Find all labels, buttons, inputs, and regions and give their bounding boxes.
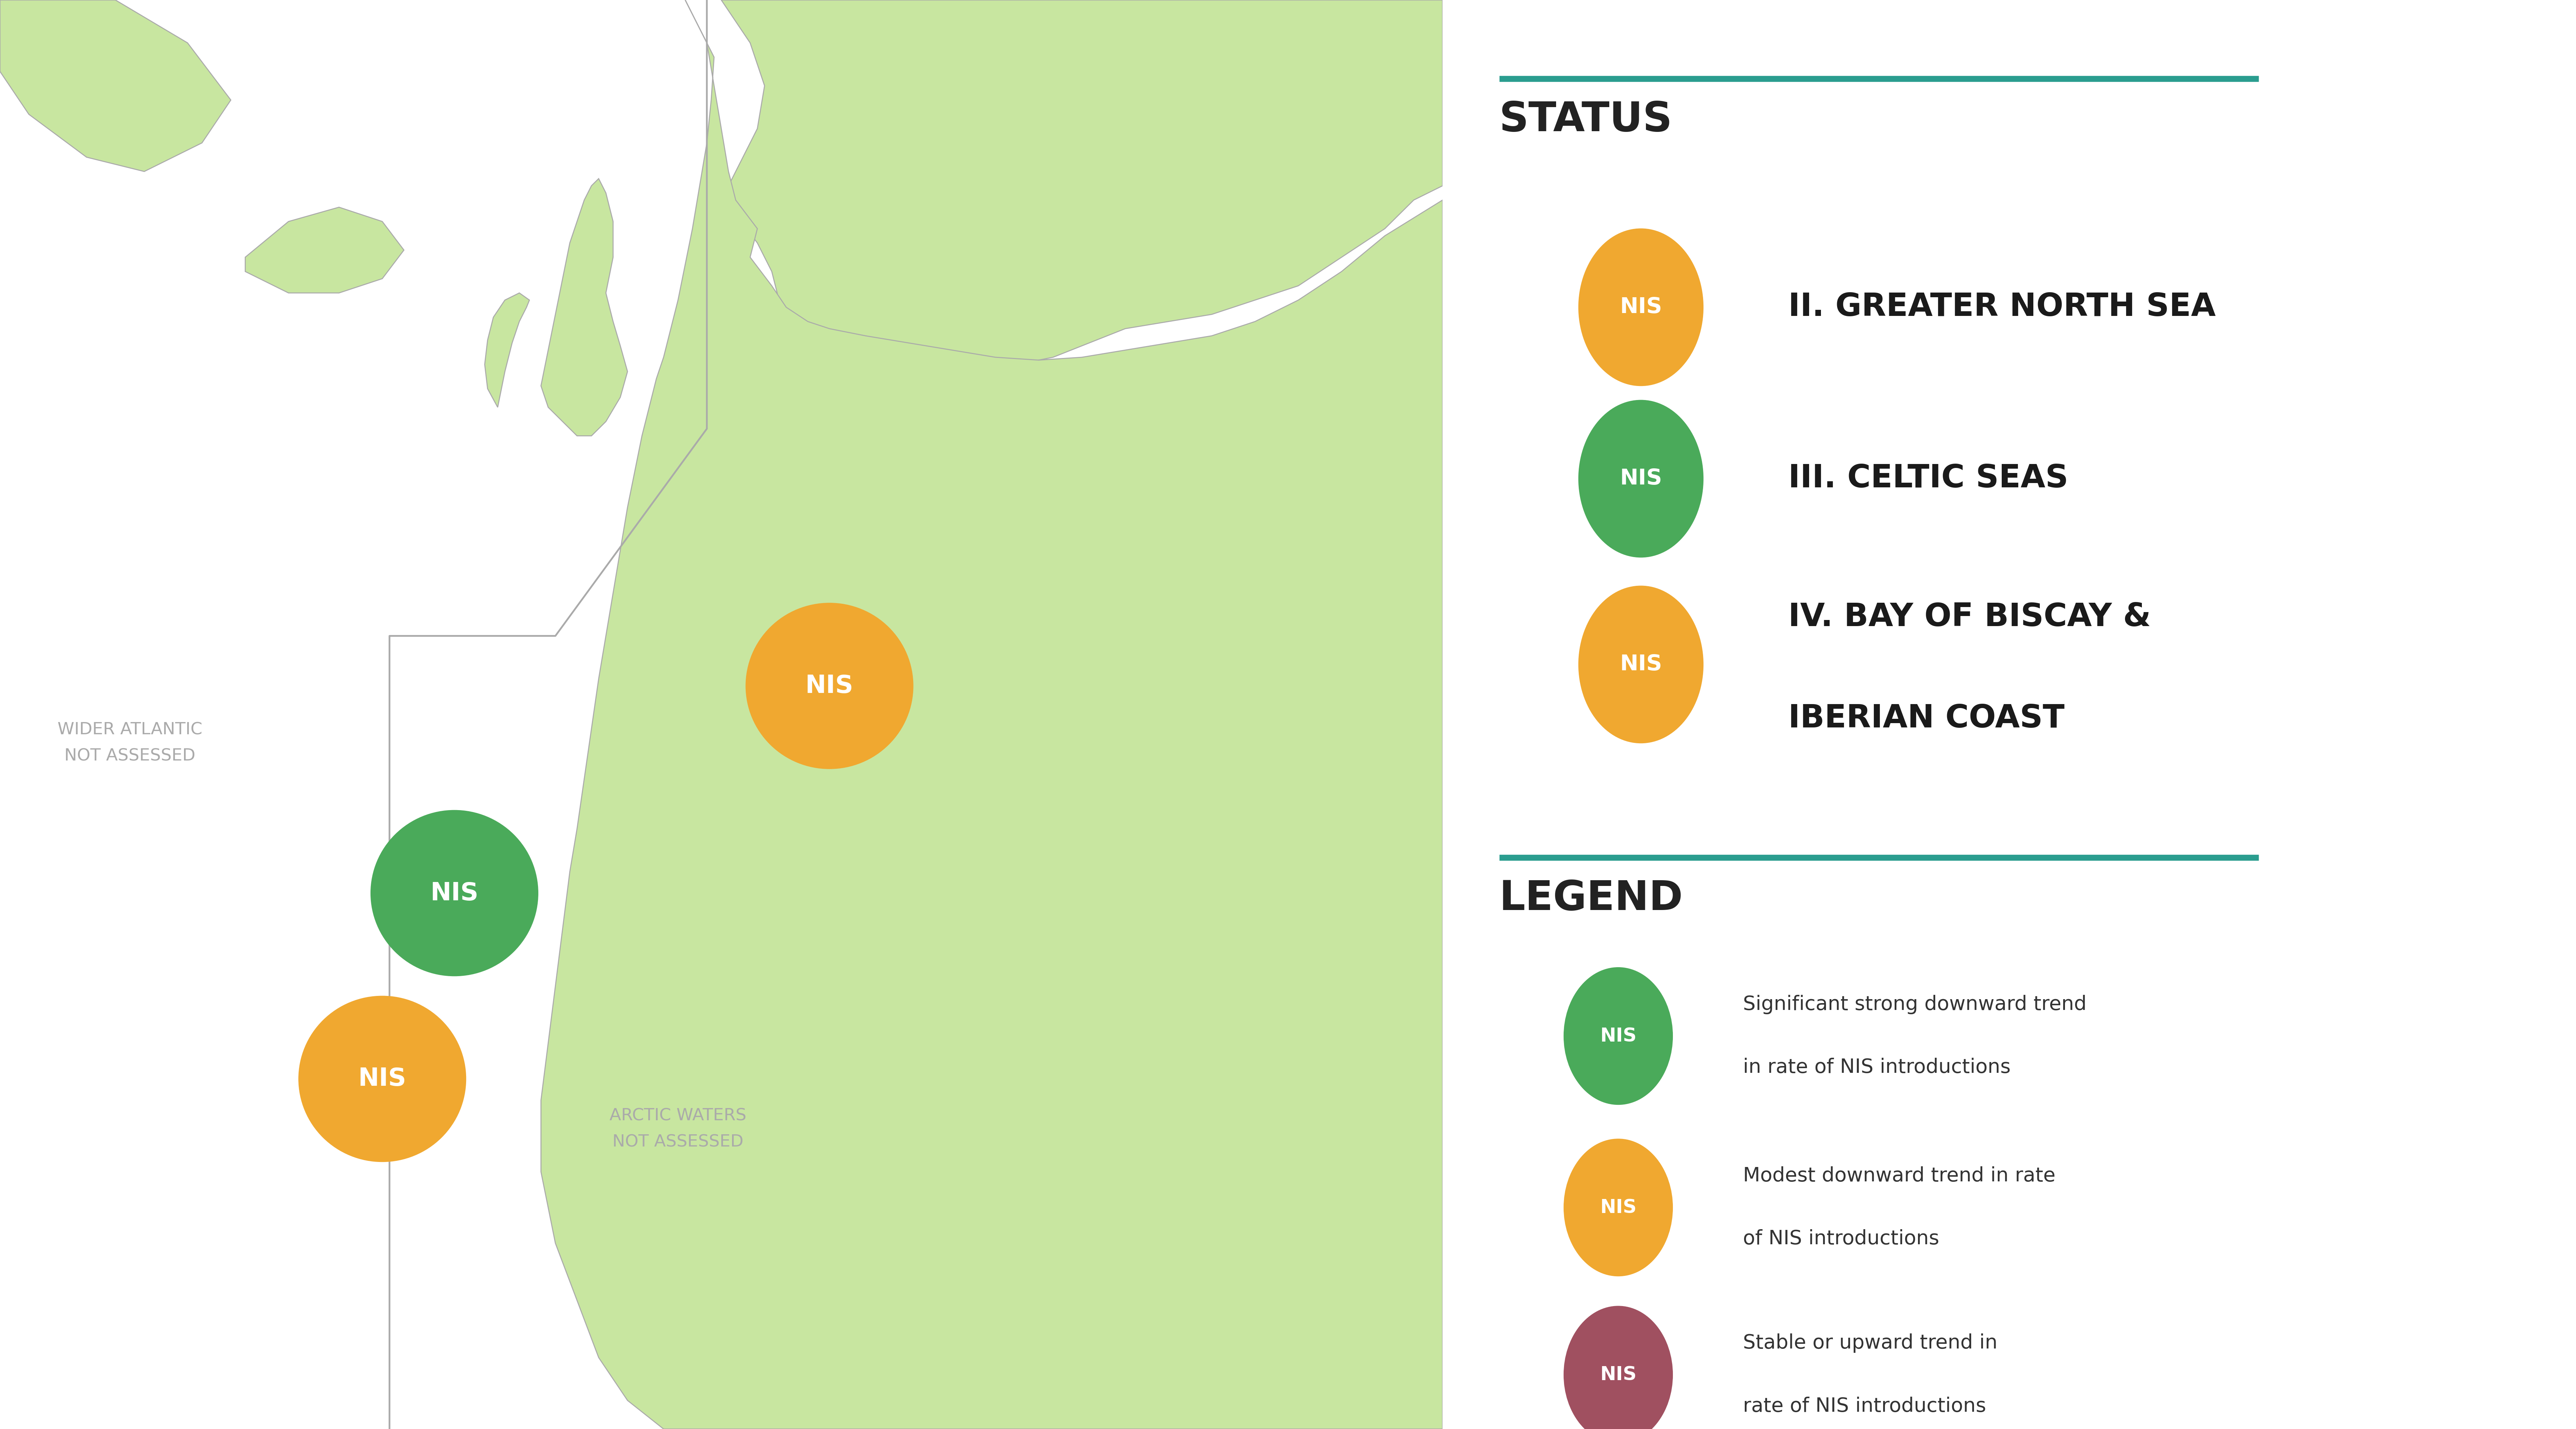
Polygon shape (245, 207, 404, 293)
Text: NIS: NIS (1600, 1198, 1636, 1218)
Text: NIS: NIS (430, 882, 479, 905)
Polygon shape (541, 0, 1443, 1429)
Text: ARCTIC WATERS
NOT ASSESSED: ARCTIC WATERS NOT ASSESSED (611, 1107, 747, 1150)
Text: IV. BAY OF BISCAY &: IV. BAY OF BISCAY & (1788, 602, 2151, 633)
Text: of NIS introductions: of NIS introductions (1744, 1229, 1940, 1249)
Circle shape (747, 603, 912, 769)
Text: NIS: NIS (1600, 1365, 1636, 1385)
Text: in rate of NIS introductions: in rate of NIS introductions (1744, 1057, 2012, 1077)
Text: NIS: NIS (806, 674, 853, 697)
Text: Modest downward trend in rate: Modest downward trend in rate (1744, 1166, 2056, 1186)
Text: IBERIAN COAST: IBERIAN COAST (1788, 703, 2063, 735)
Polygon shape (721, 0, 1443, 386)
Circle shape (299, 996, 466, 1162)
Text: LEGEND: LEGEND (1499, 879, 1682, 919)
Polygon shape (541, 179, 629, 436)
Text: NIS: NIS (1620, 469, 1662, 489)
Circle shape (1579, 586, 1703, 743)
Text: STATUS: STATUS (1499, 100, 1672, 140)
Circle shape (1579, 229, 1703, 386)
Text: Stable or upward trend in: Stable or upward trend in (1744, 1333, 1996, 1353)
Circle shape (1564, 1306, 1672, 1429)
Text: NIS: NIS (1620, 297, 1662, 317)
Circle shape (1579, 400, 1703, 557)
Polygon shape (484, 293, 531, 407)
Text: NIS: NIS (1600, 1026, 1636, 1046)
Text: rate of NIS introductions: rate of NIS introductions (1744, 1396, 1986, 1416)
Polygon shape (0, 0, 232, 171)
Text: NIS: NIS (358, 1067, 407, 1090)
Circle shape (371, 810, 538, 976)
Text: II. GREATER NORTH SEA: II. GREATER NORTH SEA (1788, 292, 2215, 323)
Circle shape (1564, 967, 1672, 1105)
Circle shape (1564, 1139, 1672, 1276)
Text: NIS: NIS (1620, 654, 1662, 674)
Text: WIDER ATLANTIC
NOT ASSESSED: WIDER ATLANTIC NOT ASSESSED (57, 722, 204, 765)
Text: Significant strong downward trend: Significant strong downward trend (1744, 995, 2087, 1015)
Text: III. CELTIC SEAS: III. CELTIC SEAS (1788, 463, 2069, 494)
